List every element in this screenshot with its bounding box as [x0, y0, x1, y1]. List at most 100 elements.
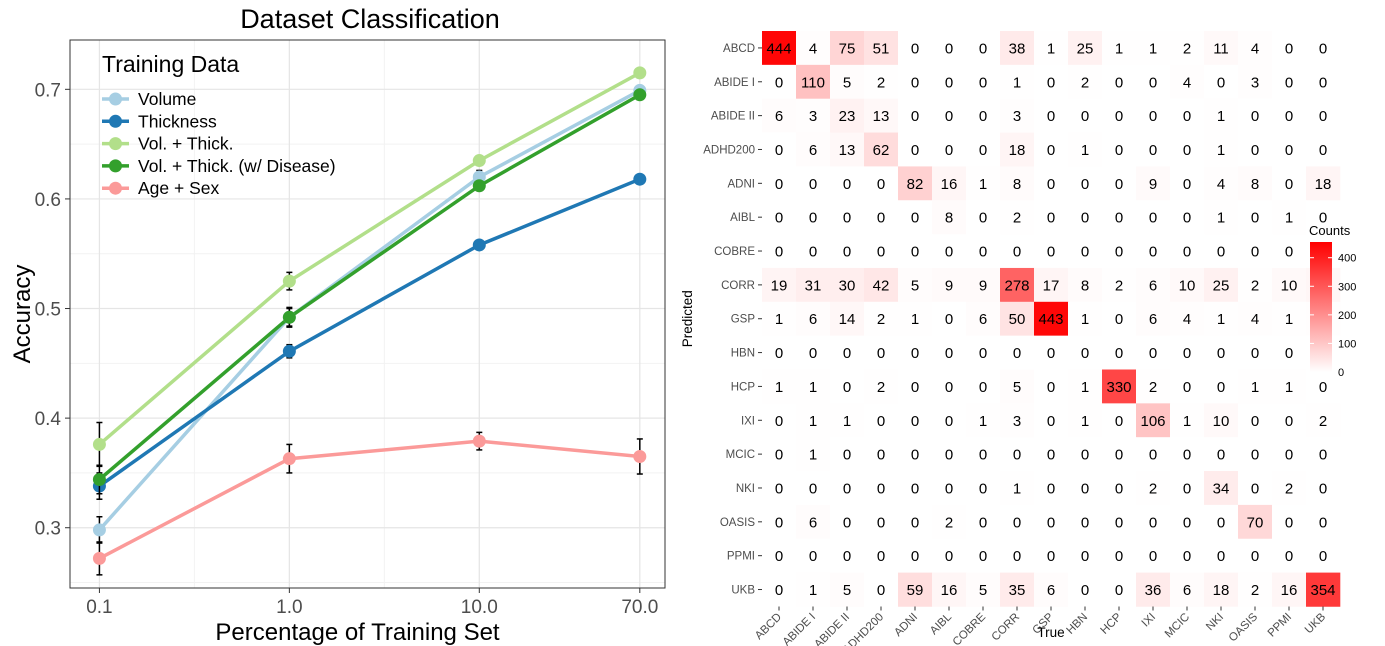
- heatmap-cell: [932, 369, 967, 404]
- cell-value: 3: [1013, 413, 1021, 430]
- cell-value: 23: [839, 108, 856, 125]
- cell-value: 0: [911, 548, 919, 565]
- cell-value: 50: [1009, 311, 1026, 328]
- cell-value: 0: [1183, 210, 1191, 227]
- heatmap-cell: [864, 403, 899, 438]
- heatmap-cell: [830, 234, 865, 269]
- x-axis-label: Percentage of Training Set: [215, 619, 500, 646]
- heatmap-cell: [864, 335, 899, 370]
- heatmap-cell: [1102, 31, 1137, 66]
- cell-value: 0: [911, 244, 919, 261]
- cell-value: 0: [945, 108, 953, 125]
- cell-value: 0: [945, 413, 953, 430]
- cell-value: 0: [1149, 514, 1157, 531]
- heatmap-cell: [1238, 98, 1273, 133]
- heatmap-cell: [1306, 98, 1341, 133]
- cell-value: 1: [809, 413, 817, 430]
- cell-value: 0: [775, 142, 783, 159]
- cell-value: 0: [1217, 74, 1225, 91]
- heatmap-cell: [966, 166, 1001, 201]
- cell-value: 0: [1115, 176, 1123, 193]
- heatmap-cell: [1272, 471, 1307, 506]
- cell-value: 0: [843, 345, 851, 362]
- cell-value: 0: [979, 548, 987, 565]
- cell-value: 34: [1213, 480, 1230, 497]
- cell-value: 1: [809, 582, 817, 599]
- heatmap-cell: [1034, 504, 1069, 540]
- heatmap-cell: [1068, 64, 1103, 99]
- cell-value: 0: [1115, 514, 1123, 531]
- cell-value: 0: [1183, 514, 1191, 531]
- cell-value: 6: [1183, 582, 1191, 599]
- cell-value: 2: [877, 74, 885, 91]
- cell-value: 1: [809, 379, 817, 396]
- legend-key-point: [109, 114, 122, 128]
- cell-value: 0: [1081, 345, 1089, 362]
- cell-value: 1: [1217, 311, 1225, 328]
- heatmap-cell: [1000, 267, 1035, 303]
- cell-value: 0: [1115, 548, 1123, 565]
- heatmap-cell: [1068, 369, 1103, 404]
- heatmap-cell: [898, 132, 933, 167]
- cell-value: 16: [941, 176, 958, 193]
- heatmap-cell: [830, 504, 865, 540]
- heatmap-cell: [796, 132, 831, 167]
- x-tick-label: ADNI: [892, 611, 920, 639]
- cell-value: 0: [1149, 244, 1157, 261]
- heatmap-cell: [1306, 504, 1341, 540]
- data-point: [282, 344, 296, 358]
- cell-value: 0: [1115, 74, 1123, 91]
- cell-value: 0: [775, 345, 783, 362]
- cell-value: 13: [839, 142, 856, 159]
- cell-value: 0: [843, 379, 851, 396]
- cell-value: 444: [766, 40, 791, 57]
- cell-value: 1: [1183, 413, 1191, 430]
- heatmap-cell: [898, 234, 933, 269]
- heatmap-cell: [1136, 267, 1171, 303]
- cell-value: 0: [1115, 582, 1123, 599]
- heatmap-cell: [932, 572, 967, 607]
- heatmap-cell: [932, 335, 967, 370]
- heatmap-cell: [1238, 267, 1273, 303]
- y-tick-label: IXI: [741, 415, 755, 427]
- cell-value: 0: [1217, 548, 1225, 565]
- heatmap-cell: [1102, 471, 1137, 506]
- heatmap-cell: [830, 166, 865, 201]
- data-point: [472, 154, 486, 168]
- cell-value: 8: [1081, 277, 1089, 294]
- cell-value: 0: [877, 176, 885, 193]
- cell-value: 0: [1319, 447, 1327, 464]
- cell-value: 0: [1081, 480, 1089, 497]
- heatmap-cell: [1238, 335, 1273, 370]
- data-point: [92, 472, 106, 486]
- heatmap-cell: [762, 267, 797, 303]
- cell-value: 2: [1013, 210, 1021, 227]
- cell-value: 0: [1251, 108, 1259, 125]
- heatmap-cell: [1000, 31, 1035, 66]
- heatmap-cell: [1102, 335, 1137, 370]
- data-point: [633, 66, 647, 80]
- heatmap-cell: [1000, 166, 1035, 201]
- cell-value: 1: [979, 176, 987, 193]
- cell-value: 0: [1047, 514, 1055, 531]
- legend-tick-label: 0: [1338, 367, 1344, 379]
- cell-value: 0: [1149, 548, 1157, 565]
- cell-value: 0: [775, 447, 783, 464]
- heatmap-cell: [762, 166, 797, 201]
- heatmap-cell: [1272, 369, 1307, 404]
- heatmap-cell: [1204, 31, 1239, 66]
- heatmap-cell: [966, 200, 1001, 235]
- cell-value: 9: [1149, 176, 1157, 193]
- heatmap-cell: [898, 538, 933, 573]
- y-tick-label: GSP: [731, 314, 756, 326]
- legend-label: Volume: [138, 89, 196, 109]
- plot-border: [69, 39, 666, 589]
- heatmap-cell: [1272, 437, 1307, 472]
- cell-value: 0: [1251, 548, 1259, 565]
- heatmap-cell: [1000, 369, 1035, 404]
- cell-value: 0: [775, 210, 783, 227]
- heatmap-cell: [1136, 504, 1171, 540]
- cell-value: 0: [809, 548, 817, 565]
- cell-value: 1: [843, 413, 851, 430]
- heatmap-cell: [1136, 301, 1171, 336]
